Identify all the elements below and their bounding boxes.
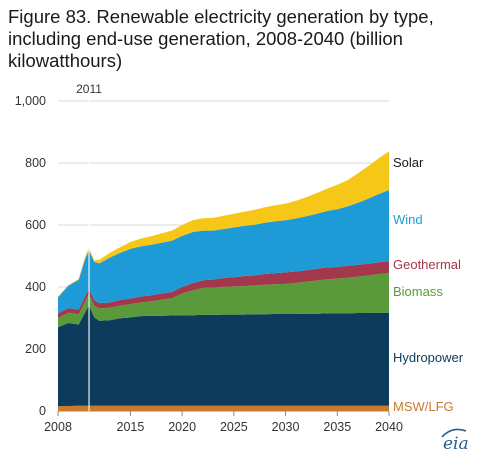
- x-tick-label: 2030: [272, 420, 300, 434]
- x-tick-label: 2008: [44, 420, 72, 434]
- series-label-biomass: Biomass: [393, 284, 443, 299]
- chart-title: Figure 83. Renewable electricity generat…: [8, 6, 478, 72]
- y-axis-ticks: 0 200 400 600 800 1,000: [15, 94, 46, 418]
- chart-title-line-3: kilowatthours): [8, 50, 123, 71]
- area-solar: [58, 151, 389, 298]
- y-tick-label: 800: [25, 156, 46, 170]
- annotation-label: 2011: [76, 82, 102, 96]
- area-biomass: [58, 273, 389, 328]
- series-label-wind: Wind: [393, 212, 423, 227]
- chart-title-line-2: including end-use generation, 2008-2040 …: [8, 28, 403, 49]
- stacked-areas: [58, 151, 389, 411]
- x-tick-label: 2015: [117, 420, 145, 434]
- area-geothermal: [58, 261, 389, 318]
- area-msw-lfg: [58, 405, 389, 411]
- x-tick-label: 2020: [168, 420, 196, 434]
- series-label-hydropower: Hydropower: [393, 350, 464, 365]
- y-tick-label: 400: [25, 280, 46, 294]
- x-axis-ticks: 2008 2015 2020 2025 2030 2035 2040: [44, 411, 403, 434]
- series-label-solar: Solar: [393, 155, 424, 170]
- year-annotation: 2011: [76, 82, 102, 411]
- series-label-msw-lfg: MSW/LFG: [393, 399, 454, 414]
- x-tick-label: 2025: [220, 420, 248, 434]
- x-tick-label: 2040: [375, 420, 403, 434]
- area-wind: [58, 190, 389, 314]
- eia-logo-arc: [441, 428, 467, 438]
- chart-title-line-1: Figure 83. Renewable electricity generat…: [8, 6, 434, 27]
- eia-logo-text: eia: [443, 434, 469, 454]
- series-label-geothermal: Geothermal: [393, 257, 461, 272]
- y-tick-label: 200: [25, 342, 46, 356]
- x-tick-label: 2035: [323, 420, 351, 434]
- y-tick-label: 1,000: [15, 94, 46, 108]
- y-tick-label: 600: [25, 218, 46, 232]
- eia-logo: eia: [441, 428, 469, 454]
- series-labels: MSW/LFG Hydropower Biomass Geothermal Wind So…: [393, 155, 464, 414]
- y-tick-label: 0: [39, 404, 46, 418]
- area-hydropower: [58, 305, 389, 406]
